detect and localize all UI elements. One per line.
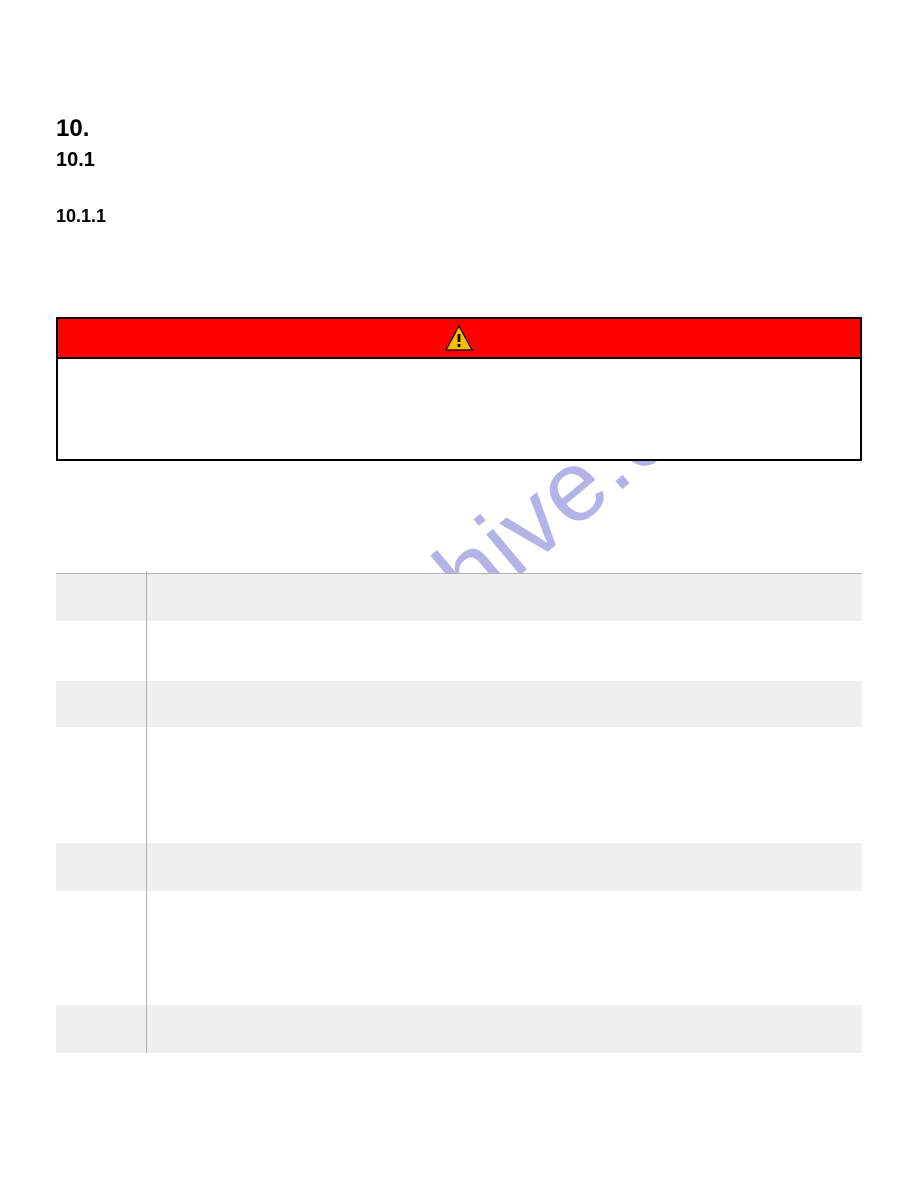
warning-body <box>58 359 860 459</box>
warning-header <box>58 319 860 359</box>
heading-level-1: 10. <box>56 115 862 143</box>
table-row <box>56 843 862 891</box>
heading-level-3: 10.1.1 <box>56 206 862 227</box>
table-row <box>56 573 862 621</box>
page-content: 10. 10.1 10.1.1 <box>0 0 918 1053</box>
table-row <box>56 727 862 843</box>
table-row <box>56 891 862 1005</box>
warning-box <box>56 317 862 461</box>
data-table <box>56 571 862 1053</box>
table-row <box>56 621 862 681</box>
warning-triangle-icon <box>445 325 473 351</box>
table-row <box>56 1005 862 1053</box>
heading-level-2: 10.1 <box>56 149 862 172</box>
table-row <box>56 681 862 727</box>
